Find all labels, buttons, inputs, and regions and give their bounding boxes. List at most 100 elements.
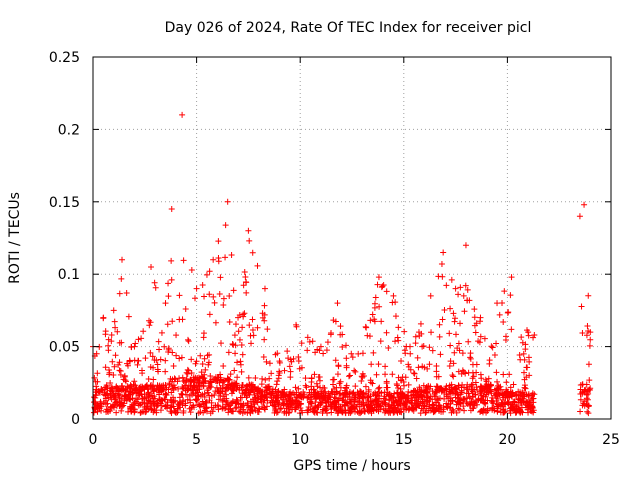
data-point (308, 375, 315, 382)
data-point (453, 331, 460, 338)
data-point (324, 339, 331, 346)
data-point (118, 407, 125, 414)
data-point (105, 342, 112, 349)
data-point (157, 386, 164, 393)
data-point (441, 395, 448, 402)
data-point (314, 383, 321, 390)
data-point (368, 410, 375, 417)
data-point (500, 319, 507, 326)
data-point (109, 358, 116, 365)
data-point (233, 404, 240, 411)
data-point (172, 384, 179, 391)
data-point (448, 276, 455, 283)
axis-ticks (92, 56, 612, 420)
data-point (304, 395, 311, 402)
data-point (508, 393, 515, 400)
data-point (195, 393, 202, 400)
data-point (347, 406, 354, 413)
data-point (244, 383, 251, 390)
data-point (395, 394, 402, 401)
data-point (337, 331, 344, 338)
data-point (249, 396, 256, 403)
data-point (343, 362, 350, 369)
data-point (180, 407, 187, 414)
data-point (191, 295, 198, 302)
y-tick-label: 0.2 (58, 122, 80, 138)
data-point (144, 399, 151, 406)
data-point (473, 401, 480, 408)
data-point (415, 329, 422, 336)
data-point (180, 257, 187, 264)
data-point (135, 400, 142, 407)
data-point (443, 282, 450, 289)
data-point (460, 292, 467, 299)
data-point (469, 394, 476, 401)
data-point (127, 405, 134, 412)
data-point (469, 381, 476, 388)
data-point (585, 361, 592, 368)
data-point (168, 276, 175, 283)
data-point (125, 408, 132, 415)
data-point (281, 386, 288, 393)
data-point (470, 373, 477, 380)
data-point (110, 371, 117, 378)
data-point (144, 403, 151, 410)
data-point (417, 320, 424, 327)
data-point (407, 343, 414, 350)
data-point (147, 319, 154, 326)
data-point (472, 329, 479, 336)
data-point (353, 403, 360, 410)
data-point (286, 409, 293, 416)
data-point (385, 345, 392, 352)
data-point (289, 406, 296, 413)
data-point (473, 320, 480, 327)
data-point (305, 404, 312, 411)
data-point (215, 396, 222, 403)
data-point (158, 382, 165, 389)
data-point (116, 391, 123, 398)
data-point (247, 332, 254, 339)
data-point (438, 408, 445, 415)
data-point (207, 378, 214, 385)
data-point (457, 320, 464, 327)
data-point (577, 382, 584, 389)
x-tick-label: 15 (395, 432, 413, 448)
data-point (463, 399, 470, 406)
data-point (212, 402, 219, 409)
data-point (139, 384, 146, 391)
data-point (330, 317, 337, 324)
data-point (113, 409, 120, 416)
data-point (96, 405, 103, 412)
x-tick-label: 10 (291, 432, 309, 448)
data-point (226, 293, 233, 300)
data-point (122, 386, 129, 393)
data-point (515, 395, 522, 402)
data-point (285, 403, 292, 410)
data-point (501, 288, 508, 295)
data-point (169, 318, 176, 325)
data-point (105, 336, 112, 343)
data-point (478, 375, 485, 382)
data-point (298, 340, 305, 347)
data-point (362, 383, 369, 390)
data-point (223, 391, 230, 398)
data-point (469, 361, 476, 368)
data-point (317, 399, 324, 406)
data-point (190, 402, 197, 409)
data-point (276, 399, 283, 406)
data-point (129, 395, 136, 402)
data-point (258, 381, 265, 388)
data-point (245, 227, 252, 234)
x-tick-label: 5 (192, 432, 201, 448)
data-point (205, 385, 212, 392)
data-point (216, 291, 223, 298)
data-point (515, 402, 522, 409)
data-point (419, 363, 426, 370)
data-point (455, 291, 462, 298)
data-point (150, 382, 157, 389)
data-point (334, 410, 341, 417)
data-point (462, 242, 469, 249)
data-point (274, 409, 281, 416)
data-point (243, 279, 250, 286)
data-point (276, 358, 283, 365)
